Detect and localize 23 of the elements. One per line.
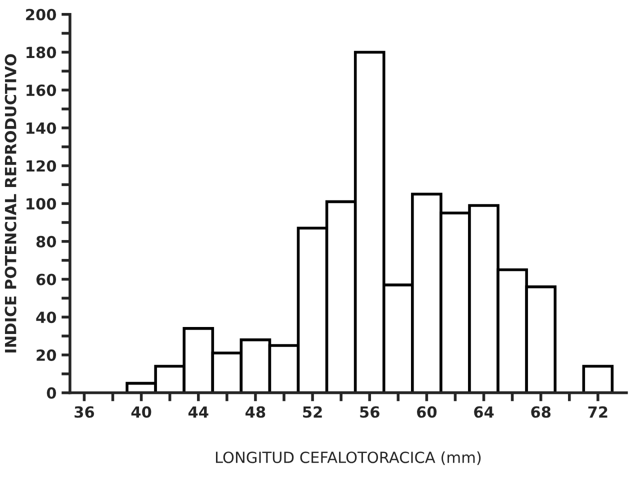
x-tick-label: 52 xyxy=(303,406,322,418)
y-tick-label: 80 xyxy=(36,236,56,248)
x-tick-label: 64 xyxy=(474,406,494,418)
y-tick-label: 40 xyxy=(36,312,56,324)
y-tick-label: 180 xyxy=(26,46,56,58)
y-tick-label: 120 xyxy=(26,160,56,172)
x-tick-label: 72 xyxy=(588,406,608,418)
x-tick-label: 60 xyxy=(417,406,437,418)
x-tick-label: 36 xyxy=(74,406,94,418)
x-tick-label: 44 xyxy=(188,406,208,418)
x-axis-title: LONGITUD CEFALOTORACICA (mm) xyxy=(216,451,481,465)
y-axis-title: INDICE POTENCIAL REPRODUCTIVO xyxy=(4,54,16,352)
x-tick-label: 68 xyxy=(531,406,551,418)
y-tick-label: 100 xyxy=(26,198,56,210)
y-tick-label: 200 xyxy=(26,8,56,20)
y-tick-label: 60 xyxy=(36,274,56,286)
x-tick-label: 48 xyxy=(246,406,266,418)
y-tick-label: 140 xyxy=(26,122,56,134)
x-tick-label: 56 xyxy=(360,406,380,418)
y-tick-label: 160 xyxy=(26,84,56,96)
y-tick-label: 0 xyxy=(46,387,56,399)
x-tick-label: 40 xyxy=(131,406,152,418)
y-tick-label: 20 xyxy=(36,349,56,361)
